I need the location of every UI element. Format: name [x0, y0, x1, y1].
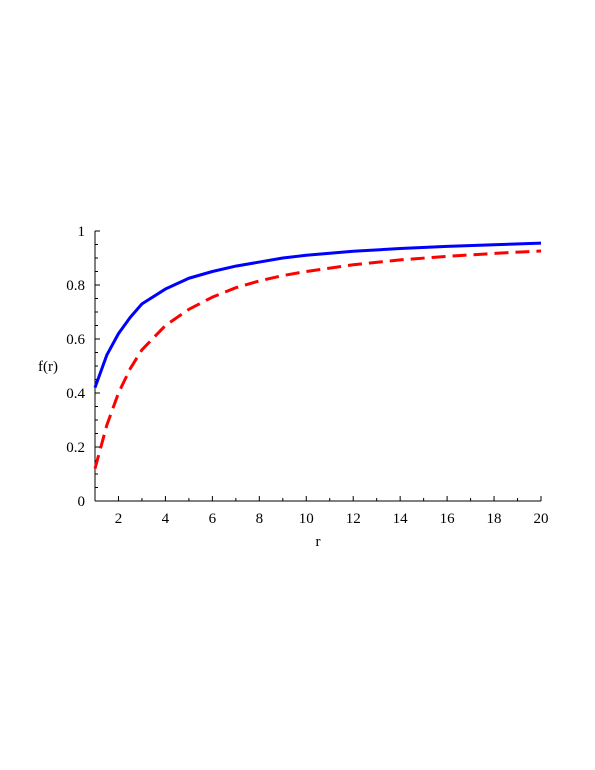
x-tick-label: 18: [487, 511, 502, 527]
x-tick-label: 16: [440, 511, 456, 527]
x-tick-label: 12: [346, 511, 361, 527]
axis-labels: r f(r): [38, 359, 320, 550]
y-axis-title: f(r): [38, 359, 58, 375]
x-tick-label: 10: [299, 511, 314, 527]
x-tick-label: 14: [393, 511, 409, 527]
y-tick-label: 0.2: [66, 440, 85, 456]
y-tick-label: 1: [78, 224, 86, 240]
y-tick-label: 0: [78, 494, 86, 510]
y-tick-label: 0.8: [66, 278, 85, 294]
x-tick-label: 4: [162, 511, 170, 527]
x-tick-label: 2: [115, 511, 123, 527]
y-tick-label: 0.4: [66, 386, 85, 402]
x-tick-label: 8: [256, 511, 264, 527]
x-tick-label: 6: [209, 511, 217, 527]
y-tick-label: 0.6: [66, 332, 85, 348]
x-axis-title: r: [316, 534, 321, 550]
series-layer: [93, 241, 542, 469]
axes: 2 4 6 8 10 12 14 16 18 20 0 0.2 0.4 0.6 0.8 1: [66, 224, 548, 527]
series-line-2: [93, 249, 542, 469]
series-line-1: [93, 241, 542, 389]
x-tick-label: 20: [534, 511, 549, 527]
